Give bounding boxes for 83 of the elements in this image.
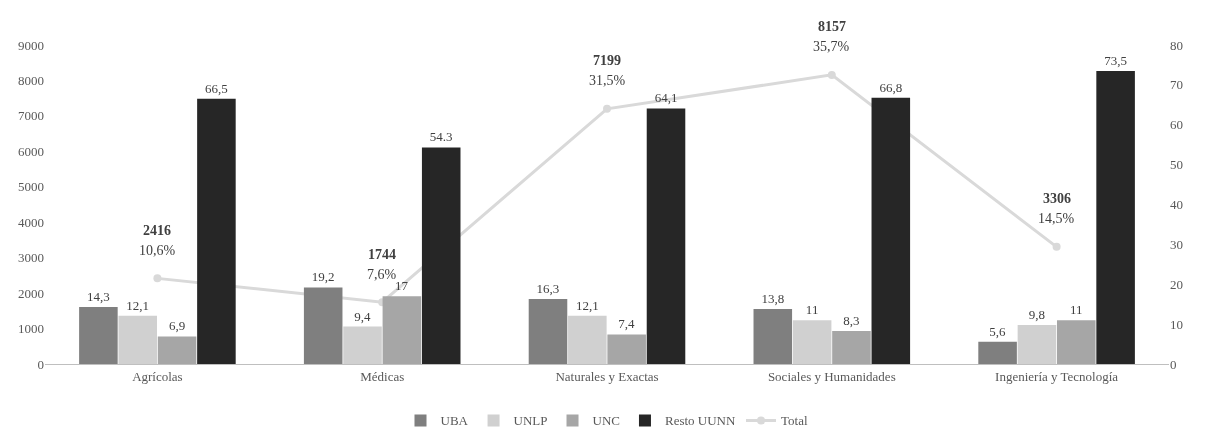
data-label: 7,4	[618, 316, 636, 332]
data-label: 11	[805, 302, 819, 318]
legend-label: UBA	[440, 413, 469, 429]
data-label: 3306	[1043, 191, 1071, 206]
legend-label: Total	[780, 413, 808, 429]
bar	[528, 299, 568, 364]
bar	[1017, 324, 1057, 364]
x-tick-label: Agrícolas	[132, 368, 183, 384]
y-tick-label: 7000	[18, 108, 44, 124]
point	[827, 70, 836, 79]
data-label: 14,3	[87, 288, 110, 304]
x-tick-label: Ingeniería y Tecnología	[995, 368, 1119, 384]
data-label: 66,8	[879, 79, 903, 95]
bar	[978, 341, 1017, 364]
data-label: 12,1	[126, 297, 150, 313]
bar	[79, 306, 118, 364]
annotation: 7,6%	[367, 267, 397, 282]
data-label: 54.3	[429, 129, 453, 145]
y-tick-label: 1000	[18, 321, 44, 337]
legend-label: Resto UUNN	[664, 413, 736, 429]
y2-tick-label: 80	[1170, 37, 1183, 53]
bar	[646, 108, 686, 364]
data-label: 11	[1070, 302, 1083, 318]
bar	[753, 308, 793, 364]
bar	[382, 296, 422, 364]
data-label: 73,5	[1104, 52, 1127, 68]
y2-tick-label: 30	[1170, 236, 1183, 252]
y-tick-label: 5000	[18, 179, 44, 195]
bar	[421, 147, 461, 364]
bar	[568, 315, 607, 364]
data-label: 12,1	[575, 297, 599, 313]
bar	[832, 330, 871, 364]
point	[1052, 242, 1061, 251]
y-tick-label: 2000	[18, 285, 44, 301]
bar	[343, 326, 382, 364]
y-tick-label: 6000	[18, 143, 44, 159]
data-label: 17	[395, 278, 409, 294]
x-tick-label: Médicas	[360, 368, 405, 384]
y2-tick-label: 60	[1170, 117, 1183, 133]
y2-tick-label: 40	[1170, 197, 1183, 213]
data-label: 5,6	[989, 323, 1006, 339]
legend-label: UNC	[592, 413, 620, 429]
bar	[1056, 320, 1096, 364]
data-label: 8157	[818, 19, 846, 34]
point	[603, 104, 611, 113]
y2-tick-label: 10	[1170, 316, 1183, 332]
y-tick-label: 4000	[18, 214, 44, 230]
bar	[792, 320, 832, 364]
y2-tick-label: 20	[1170, 276, 1183, 292]
annotation: 31,5%	[589, 73, 626, 88]
data-label: 7199	[593, 53, 621, 68]
data-label: 13,8	[761, 290, 785, 306]
data-label: 6,9	[168, 318, 186, 334]
y-tick-label: 0	[37, 356, 44, 372]
x-tick-label: Sociales y Humanidades	[767, 368, 896, 384]
annotation: 35,7%	[813, 39, 850, 54]
bar	[607, 334, 646, 364]
bar	[303, 287, 343, 364]
data-label: 66,5	[205, 80, 228, 96]
y2-tick-label: 70	[1170, 77, 1183, 93]
data-label: 8,3	[843, 312, 860, 328]
bar	[118, 315, 158, 364]
y2-tick-label: 0	[1170, 356, 1177, 372]
x-tick-label: Naturales y Exactas	[555, 368, 659, 384]
annotation: 14,5%	[1038, 211, 1075, 226]
data-label: 19,2	[311, 269, 335, 285]
data-label: 2416	[143, 223, 171, 238]
y-tick-label: 3000	[18, 250, 44, 266]
bar	[197, 98, 236, 364]
legend-label: UNLP	[513, 413, 548, 429]
point	[153, 274, 162, 283]
bar	[1096, 70, 1135, 364]
data-label: 9,4	[354, 308, 371, 324]
data-label: 9,8	[1028, 306, 1046, 322]
data-label: 1744	[368, 247, 396, 262]
data-label: 16,3	[536, 281, 560, 296]
y-tick-label: 8000	[18, 72, 44, 88]
annotation: 10,6%	[139, 243, 176, 258]
y2-tick-label: 50	[1170, 157, 1183, 173]
bar	[157, 336, 197, 364]
bar	[871, 97, 911, 364]
data-label: 64,1	[654, 90, 678, 106]
y-tick-label: 9000	[18, 37, 44, 53]
